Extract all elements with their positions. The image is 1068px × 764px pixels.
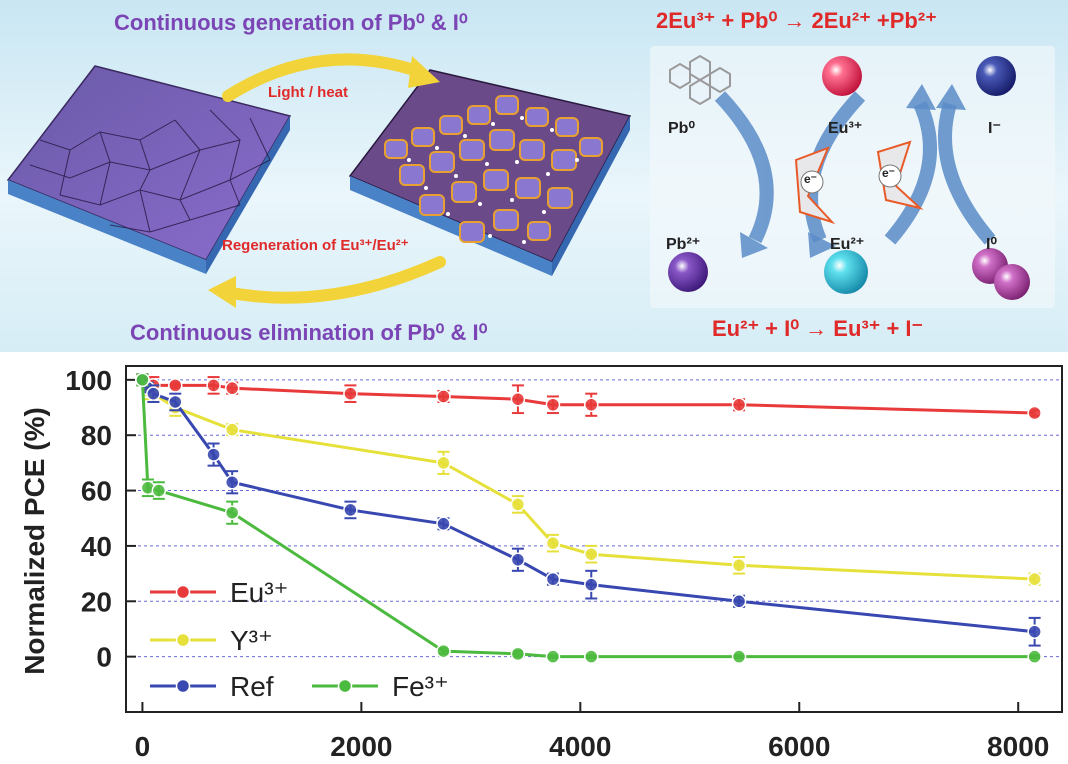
y-tick-label: 0 bbox=[96, 642, 112, 673]
y-tick-label: 60 bbox=[81, 476, 112, 507]
title-top: Continuous generation of Pb⁰ & I⁰ bbox=[114, 10, 468, 35]
data-point bbox=[135, 372, 150, 388]
perovskite-film-fresh bbox=[6, 65, 292, 274]
data-point bbox=[584, 649, 599, 664]
data-point bbox=[224, 505, 240, 520]
y-tick-label: 100 bbox=[65, 365, 112, 396]
label-electron-right: e⁻ bbox=[882, 166, 896, 180]
series-line bbox=[140, 379, 1035, 659]
data-point bbox=[545, 571, 561, 587]
legend-label: Ref bbox=[230, 671, 274, 702]
data-point bbox=[584, 397, 599, 413]
arrow-bottom bbox=[220, 256, 446, 304]
series-3 bbox=[135, 372, 1042, 664]
equation-top: 2Eu³⁺ + Pb⁰ → 2Eu²⁺ +Pb²⁺ bbox=[656, 8, 937, 33]
equation-bottom: Eu²⁺ + I⁰ → Eu³⁺ + I⁻ bbox=[712, 316, 924, 341]
label-pb0: Pb⁰ bbox=[668, 120, 695, 137]
data-point bbox=[206, 447, 221, 462]
y-tick-label: 40 bbox=[81, 531, 112, 562]
legend-marker bbox=[337, 678, 353, 694]
data-point bbox=[731, 558, 747, 573]
label-eu3: Eu³⁺ bbox=[828, 120, 863, 137]
electron-bolt-right bbox=[876, 140, 924, 210]
label-pb2: Pb²⁺ bbox=[666, 236, 701, 253]
data-point bbox=[146, 386, 161, 401]
electron-bolt-left bbox=[794, 146, 836, 225]
eu3-sphere bbox=[822, 56, 862, 96]
i0-sphere-b bbox=[994, 264, 1030, 300]
grid-layer bbox=[126, 379, 1062, 658]
legend-layer: Eu³⁺ Y³⁺ Ref Fe³⁺ bbox=[150, 577, 449, 702]
data-point bbox=[436, 643, 451, 659]
data-point bbox=[510, 391, 526, 407]
x-tick-label: 2000 bbox=[330, 731, 392, 762]
data-point bbox=[343, 386, 358, 401]
title-bottom: Continuous elimination of Pb⁰ & I⁰ bbox=[130, 320, 488, 345]
data-point bbox=[584, 577, 599, 592]
label-electron-left: e⁻ bbox=[804, 172, 818, 186]
schematic-graphics bbox=[6, 46, 1055, 308]
series-layer bbox=[135, 372, 1042, 664]
x-tick-label: 6000 bbox=[768, 731, 830, 762]
y-axis-label: Normalized PCE (%) bbox=[19, 407, 50, 675]
data-point bbox=[545, 649, 561, 664]
legend-marker bbox=[175, 632, 191, 648]
data-point bbox=[224, 475, 240, 490]
data-point bbox=[545, 535, 561, 551]
data-point bbox=[584, 546, 599, 562]
data-point bbox=[510, 497, 526, 512]
x-tick-label: 0 bbox=[135, 731, 151, 762]
data-point bbox=[224, 422, 240, 437]
data-point bbox=[343, 502, 358, 518]
legend-marker bbox=[175, 678, 191, 694]
data-point bbox=[1027, 649, 1042, 664]
data-point bbox=[436, 516, 451, 532]
arrow-bottom-label: Regeneration of Eu³⁺/Eu²⁺ bbox=[222, 237, 409, 254]
x-tick-label: 4000 bbox=[549, 731, 611, 762]
x-tick-label: 8000 bbox=[987, 731, 1049, 762]
data-point bbox=[1027, 405, 1042, 421]
perovskite-film-degraded bbox=[348, 69, 632, 276]
grain-cells bbox=[384, 95, 603, 243]
legend-label: Eu³⁺ bbox=[230, 577, 288, 608]
label-eu2: Eu²⁺ bbox=[830, 236, 865, 253]
data-point bbox=[1027, 624, 1042, 639]
data-point bbox=[151, 483, 167, 498]
pce-chart-svg: 0 20 40 60 80 100 0 2000 4000 6000 8000 Eu³⁺ Y³⁺ Ref… bbox=[19, 365, 1063, 762]
legend-label: Fe³⁺ bbox=[392, 671, 449, 702]
pb0-cluster bbox=[669, 54, 731, 106]
data-point bbox=[545, 397, 561, 413]
legend-marker bbox=[175, 584, 191, 600]
legend-label: Y³⁺ bbox=[230, 625, 273, 656]
y-tick-label: 80 bbox=[81, 420, 112, 451]
data-point bbox=[224, 380, 240, 396]
defect-dots bbox=[407, 116, 579, 244]
pb2-sphere bbox=[668, 252, 708, 292]
data-point bbox=[731, 594, 747, 609]
data-point bbox=[436, 389, 451, 404]
schematic-panel: Continuous generation of Pb⁰ & I⁰ Contin… bbox=[0, 0, 1068, 352]
data-point bbox=[168, 394, 183, 410]
label-i0: I⁰ bbox=[986, 236, 997, 253]
y-tick-label: 20 bbox=[81, 586, 112, 617]
label-i-minus: I⁻ bbox=[988, 120, 1001, 137]
data-point bbox=[168, 378, 183, 393]
data-point bbox=[510, 646, 526, 662]
data-point bbox=[436, 455, 451, 471]
data-point bbox=[206, 378, 221, 393]
tick-layer: 0 20 40 60 80 100 0 2000 4000 6000 8000 bbox=[65, 365, 1049, 762]
data-point bbox=[731, 649, 747, 664]
plot-frame bbox=[125, 365, 1063, 713]
arrow-top-label: Light / heat bbox=[268, 84, 348, 101]
pce-chart: 0 20 40 60 80 100 0 2000 4000 6000 8000 Eu³⁺ Y³⁺ Ref… bbox=[0, 356, 1068, 764]
data-point bbox=[510, 552, 526, 568]
data-point bbox=[731, 397, 747, 413]
i-minus-sphere bbox=[976, 56, 1016, 96]
arrow-top bbox=[222, 53, 426, 102]
eu2-sphere bbox=[824, 250, 868, 294]
data-point bbox=[1027, 571, 1042, 587]
